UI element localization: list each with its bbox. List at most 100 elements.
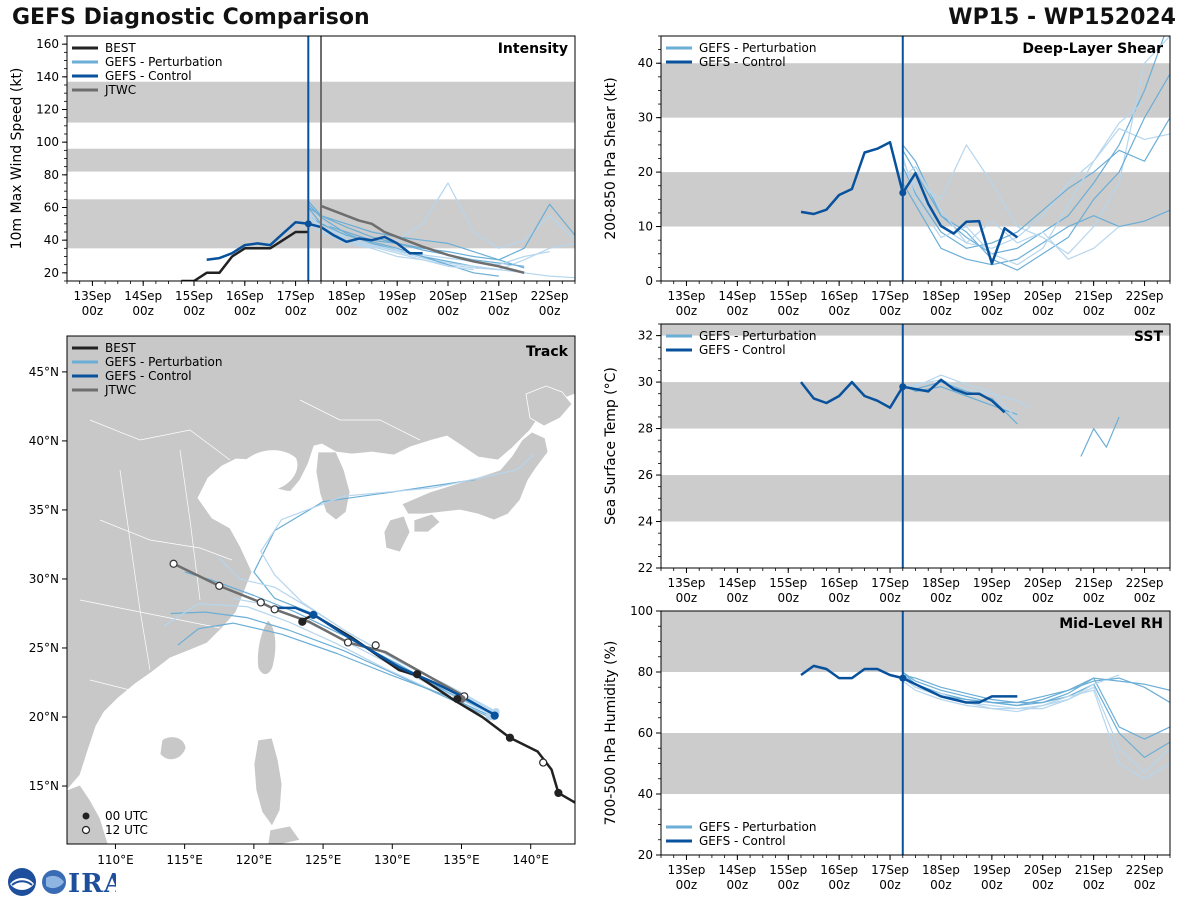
- rh-series: [800, 664, 1170, 780]
- track-best-00utc-marker: [298, 617, 307, 626]
- track-perturbation-line: [163, 603, 490, 717]
- shear-perturbation-line: [902, 100, 1145, 266]
- sst-xtick-label: 00z: [1083, 591, 1105, 605]
- track-best-00utc-marker: [554, 788, 563, 798]
- sst-xtick-label: 00z: [981, 591, 1003, 605]
- shear-perturbation-line: [902, 36, 1165, 255]
- track-best-12utc-marker: [539, 758, 548, 767]
- intensity-ytick-label: 120: [36, 103, 59, 117]
- rh-legend-label-control: GEFS - Control: [699, 834, 786, 848]
- shear-xtick-label: 00z: [777, 304, 799, 318]
- rh-ytick-label: 20: [638, 848, 653, 862]
- shear-ytick-label: 10: [638, 220, 653, 234]
- track-jtwc-12utc-marker: [343, 638, 353, 647]
- sst-ytick-label: 30: [638, 375, 653, 389]
- shear-perturbation-line: [902, 117, 1170, 249]
- track-ytick-label: 25°N: [29, 641, 59, 655]
- shear-xtick-label: 00z: [1032, 304, 1054, 318]
- track-xtick-label: 115°E: [166, 853, 203, 867]
- track-jtwc-12utc-marker: [256, 598, 265, 607]
- track-xtick-label: 110°E: [97, 853, 134, 867]
- track-jtwc-12utc-marker: [270, 605, 279, 614]
- sst-perturbation-line: [1080, 416, 1120, 457]
- rh-control-line: [800, 664, 1018, 704]
- intensity-ytick-label: 100: [36, 135, 59, 149]
- shear-xtick-label: 00z: [1134, 304, 1156, 318]
- shear-xtick-label: 15Sep: [769, 289, 807, 303]
- track-map: 110°E 115°E 120°E 125°E 130°E 135°E 140°E 15°N 2…: [29, 335, 576, 867]
- intensity-xtick-label: 14Sep: [124, 289, 162, 303]
- shear-xtick-label: 18Sep: [922, 289, 960, 303]
- shear-perturbation-line: [902, 166, 1120, 260]
- rh-chart: 2040608010013Sep00z14Sep00z15Sep00z16Sep…: [603, 604, 1171, 892]
- track-jtwc-line: [173, 562, 465, 698]
- rh-band: [661, 611, 1170, 672]
- japan-kyushu: [383, 515, 411, 553]
- sst-xtick-label: 00z: [676, 591, 698, 605]
- rh-init-marker: [899, 674, 907, 682]
- shear-legend-label-control: GEFS - Control: [699, 55, 786, 69]
- intensity-xtick-label: 18Sep: [327, 289, 365, 303]
- sst-xtick-label: 00z: [879, 591, 901, 605]
- shear-xtick-label: 00z: [828, 304, 850, 318]
- legend-label-00utc: 00 UTC: [105, 809, 148, 823]
- rh-ytick-label: 40: [638, 787, 653, 801]
- track-content: [163, 454, 575, 804]
- track-perturbation-line: [177, 622, 494, 718]
- track-control-line: [274, 606, 497, 717]
- intensity-xtick-label: 00z: [539, 304, 561, 318]
- sst-xtick-label: 21Sep: [1075, 576, 1113, 590]
- legend-label-best: BEST: [105, 341, 136, 355]
- shear-series: [800, 36, 1170, 271]
- track-title: Track: [526, 344, 569, 360]
- shear-xtick-label: 19Sep: [973, 289, 1011, 303]
- sst-xtick-label: 00z: [1032, 591, 1054, 605]
- intensity-ytick-label: 60: [44, 201, 59, 215]
- rh-ytick-label: 60: [638, 726, 653, 740]
- rh-xtick-label: 20Sep: [1024, 863, 1062, 877]
- track-xtick-label: 120°E: [236, 853, 273, 867]
- sst-ytick-label: 28: [638, 422, 653, 436]
- sst-xtick-label: 15Sep: [769, 576, 807, 590]
- intensity-ytick-label: 40: [44, 233, 59, 247]
- rh-xtick-label: 17Sep: [871, 863, 909, 877]
- intensity-perturbation-line: [307, 198, 575, 279]
- sst-xtick-label: 22Sep: [1126, 576, 1164, 590]
- visayas: [267, 825, 301, 844]
- intensity-ylabel: 10m Max Wind Speed (kt): [9, 68, 25, 250]
- shear-ytick-label: 40: [638, 56, 653, 70]
- sst-xtick-label: 18Sep: [922, 576, 960, 590]
- track-ytick-label: 15°N: [29, 779, 59, 793]
- shear-xtick-label: 00z: [676, 304, 698, 318]
- rh-xtick-label: 00z: [777, 878, 799, 892]
- rh-xtick-label: 00z: [676, 878, 698, 892]
- sst-xtick-label: 00z: [777, 591, 799, 605]
- track-jtwc-12utc-marker: [215, 581, 224, 590]
- legend-marker-12utc: [81, 825, 91, 835]
- intensity-xtick-label: 15Sep: [175, 289, 213, 303]
- rh-xtick-label: 00z: [981, 878, 1003, 892]
- shear-xtick-label: 00z: [981, 304, 1003, 318]
- rh-xtick-label: 14Sep: [718, 863, 756, 877]
- sst-band: [661, 324, 1170, 336]
- shear-xtick-label: 00z: [930, 304, 952, 318]
- intensity-xtick-label: 13Sep: [73, 289, 111, 303]
- sst-xtick-label: 14Sep: [718, 576, 756, 590]
- intensity-xtick-label: 00z: [183, 304, 205, 318]
- intensity-perturbation-line: [307, 206, 525, 269]
- legend-label-jtwc: JTWC: [104, 383, 136, 397]
- track-axes: 110°E 115°E 120°E 125°E 130°E 135°E 140°E 15°N 2…: [29, 365, 549, 867]
- track-ytick-label: 20°N: [29, 710, 59, 724]
- shear-perturbation-line: [902, 182, 1170, 266]
- shear-xtick-label: 22Sep: [1126, 289, 1164, 303]
- rh-band: [661, 733, 1170, 794]
- shear-ytick-label: 0: [645, 274, 653, 288]
- shear-init-marker: [899, 189, 907, 197]
- land-masses: [67, 336, 575, 844]
- sst-perturbation-line: [902, 379, 1031, 409]
- rh-xtick-label: 16Sep: [820, 863, 858, 877]
- sst-xtick-label: 00z: [727, 591, 749, 605]
- track-xtick-label: 135°E: [443, 853, 480, 867]
- track-legend: BEST GEFS - Perturbation GEFS - Control …: [72, 341, 222, 837]
- intensity-ytick-label: 160: [36, 37, 59, 51]
